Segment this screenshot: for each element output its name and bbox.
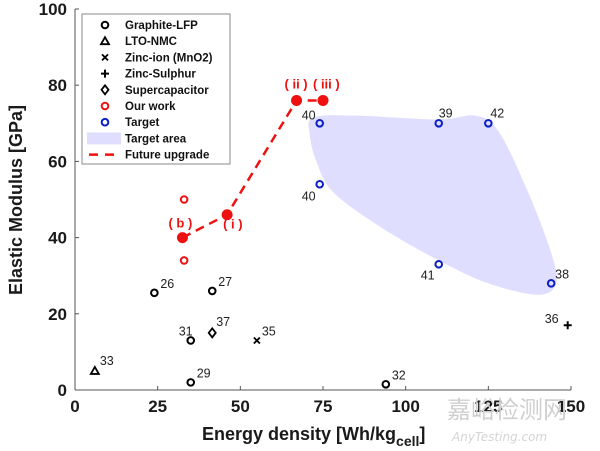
our-work-point: [179, 256, 189, 265]
legend-marker-graphite-lfp: [100, 20, 110, 30]
legend-marker-zinc-ion-mno2: [101, 53, 109, 62]
x-tick-label: 0: [70, 397, 79, 416]
legend-marker-our-work: [100, 101, 110, 111]
target-point: [434, 119, 444, 128]
legend-marker-target: [100, 117, 110, 127]
future-upgrade-line: [181, 99, 323, 239]
legend-label: LTO-NMC: [125, 36, 177, 48]
x-axis-title-sub: cell: [396, 433, 419, 449]
legend-label: Target area: [125, 133, 187, 145]
point-labels: 26 27 31 29 32 33 35 36 37 40 40 39 42 41 38 ( b ) ( i )…: [100, 76, 569, 382]
point-ref-label: 33: [100, 354, 114, 368]
future-upgrade-label: ( iii ): [313, 76, 340, 91]
y-tick-label: 40: [48, 229, 67, 248]
legend-label: Zinc-Sulphur: [125, 69, 196, 81]
x-tick-label: 25: [148, 397, 167, 416]
legend-label: Target: [125, 117, 159, 129]
y-tick-label: 60: [48, 152, 67, 171]
graphite-lfp-point: [207, 286, 217, 296]
target-point: [546, 279, 556, 288]
target-point: [315, 179, 324, 189]
x-tick-label: 75: [314, 397, 333, 416]
target-area-layer: [308, 115, 557, 295]
target-point: [484, 119, 493, 128]
point-ref-label: 42: [490, 106, 504, 120]
y-tick-label: 0: [58, 381, 67, 400]
y-tick-label: 80: [48, 76, 67, 95]
x-axis-title: Energy density [Wh/kgcell]: [202, 424, 425, 449]
point-ref-label: 40: [302, 189, 316, 203]
future-upgrade-label: ( ii ): [285, 76, 308, 91]
point-ref-label: 29: [197, 366, 211, 380]
future-upgrade-layer: [181, 99, 323, 239]
point-ref-label: 37: [216, 315, 230, 329]
future-upgrade-point: [291, 94, 303, 106]
legend-label: Future upgrade: [125, 150, 209, 162]
point-ref-label: 35: [262, 324, 276, 338]
x-tick-label: 100: [391, 397, 419, 416]
legend-label: Zinc-ion (MnO2): [125, 52, 213, 64]
point-ref-label: 31: [179, 324, 193, 338]
point-ref-label: 39: [439, 106, 453, 120]
target-area: [308, 115, 557, 295]
axes: 0 25 50 75 100 125 150 0 20 40 60 80 100: [39, 0, 586, 416]
zinc-ion-mno2-point: [253, 336, 261, 345]
graphite-lfp-point: [381, 379, 391, 389]
legend-label: Graphite-LFP: [125, 20, 198, 32]
x-axis-title-end: ]: [419, 424, 425, 444]
y-axis-title: Elastic Modulus [GPa]: [6, 105, 26, 295]
x-tick-label: 150: [557, 397, 585, 416]
graphite-lfp-point: [186, 378, 196, 387]
x-tick-label: 125: [474, 397, 502, 416]
legend-label: Our work: [125, 101, 176, 113]
watermark-english: AnyTesting.com: [451, 430, 547, 444]
supercapacitor-point: [207, 326, 217, 339]
graphite-lfp-point: [186, 336, 196, 345]
point-ref-label: 41: [421, 268, 435, 282]
legend-label: Supercapacitor: [125, 85, 209, 97]
future-upgrade-point: [221, 209, 233, 221]
target-point: [434, 259, 444, 269]
zinc-sulphur-point: [563, 321, 572, 330]
y-tick-label: 20: [48, 305, 67, 324]
legend-marker-zinc-sulphur: [101, 69, 109, 78]
legend-swatch-target-area: [87, 132, 121, 145]
watermark-chinese: 嘉峪检测网: [447, 396, 567, 424]
point-ref-label: 27: [218, 275, 232, 289]
x-tick-label: 50: [231, 397, 250, 416]
y-tick-label: 100: [39, 0, 67, 19]
future-upgrade-label: ( b ): [168, 216, 192, 231]
legend: Graphite-LFP LTO-NMC Zinc-ion (MnO2) Zinc-S…: [81, 13, 231, 165]
point-ref-label: 40: [302, 108, 316, 122]
lto-nmc-point: [89, 365, 101, 375]
future-upgrade-label: ( i ): [223, 217, 243, 232]
data-points: [89, 94, 572, 389]
legend-marker-supercapacitor: [100, 83, 110, 96]
future-upgrade-point: [176, 232, 188, 244]
target-point: [315, 119, 324, 128]
future-upgrade-point: [317, 94, 329, 106]
legend-marker-lto-nmc: [99, 35, 111, 46]
point-ref-label: 38: [555, 267, 569, 281]
our-work-point: [179, 195, 189, 204]
graphite-lfp-point: [150, 288, 159, 298]
point-ref-label: 26: [160, 277, 174, 291]
point-ref-label: 32: [392, 368, 406, 382]
x-axis-title-main: Energy density [Wh/kg: [202, 424, 396, 444]
point-ref-label: 36: [545, 312, 559, 326]
